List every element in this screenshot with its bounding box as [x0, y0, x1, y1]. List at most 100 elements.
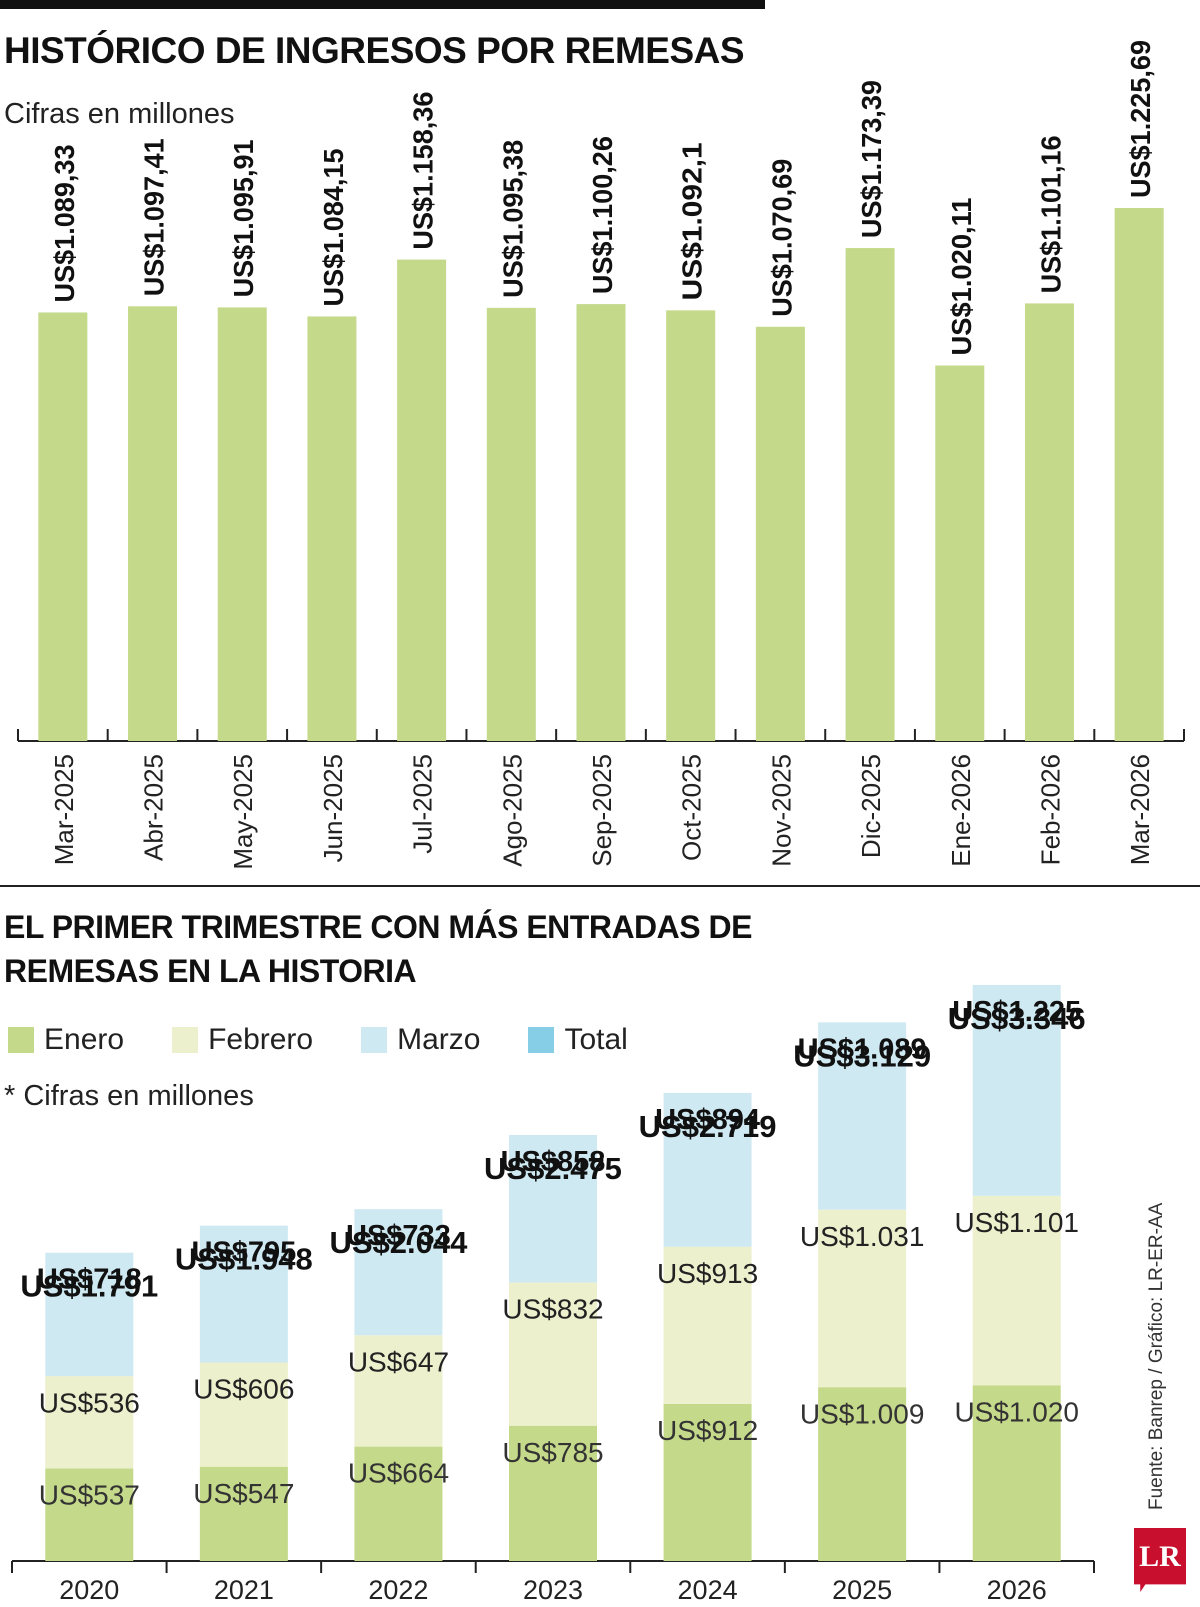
- chart2-enero-label: US$664: [348, 1458, 449, 1489]
- chart2-bar-febrero: [972, 1195, 1061, 1386]
- chart2-bar-enero: [354, 1446, 443, 1561]
- chart1-value-label: US$1.097,41: [139, 138, 170, 296]
- chart1-value-label: US$1.089,33: [49, 144, 80, 302]
- chart2-bar-febrero: [509, 1282, 597, 1426]
- chart1-bar: [128, 306, 178, 741]
- legend-swatch-febrero: [172, 1027, 199, 1053]
- chart2-legend: Enero Febrero Marzo Total: [8, 1020, 628, 1060]
- chart2-marzo-label: US$858: [501, 1146, 606, 1178]
- chart2-bar-marzo: [354, 1209, 443, 1336]
- chart2-febrero-label: US$536: [39, 1387, 140, 1418]
- chart2-bar-enero: [45, 1468, 134, 1561]
- chart2-bar-enero: [509, 1425, 597, 1561]
- chart1-category-label: Feb-2026: [1035, 754, 1065, 865]
- chart2-marzo-label: US$894: [655, 1104, 760, 1136]
- chart2-enero-label: US$537: [39, 1480, 140, 1511]
- chart2-bar-enero: [663, 1404, 752, 1561]
- chart1-category-label: Nov-2025: [766, 754, 796, 867]
- chart1-value-label: US$1.173,39: [856, 80, 887, 238]
- chart1-bar: [935, 365, 985, 741]
- chart1-bar: [217, 307, 267, 741]
- chart1-value-label: US$1.158,36: [408, 92, 439, 250]
- chart2-bar-marzo: [663, 1092, 752, 1247]
- lr-logo: LR: [1134, 1528, 1186, 1592]
- chart1-category-label: Mar-2026: [1125, 754, 1155, 865]
- chart1-category-label: Dic-2025: [856, 754, 886, 858]
- chart1-value-label: US$1.101,16: [1035, 135, 1066, 293]
- chart2-marzo-label: US$718: [37, 1264, 142, 1296]
- chart2-title-text: EL PRIMER TRIMESTRE CON MÁS ENTRADAS DE …: [4, 909, 752, 989]
- monthly-remittances-chart: US$1.089,33 Mar-2025 US$1.097,41 Abr-2025 US…: [17, 40, 1185, 870]
- chart1-bar: [666, 310, 716, 741]
- chart2-enero-label: US$547: [193, 1478, 294, 1509]
- legend-swatch-total: [528, 1027, 555, 1053]
- source-note: Fuente: Banrep / Gráfico: LR-ER-AA: [1146, 1202, 1167, 1510]
- chart2-category-label: 2026: [987, 1575, 1047, 1605]
- section-divider: [0, 885, 1200, 887]
- chart1-value-label: US$1.092,1: [677, 142, 708, 300]
- chart1-value-label: US$1.095,38: [497, 140, 528, 298]
- chart1-bar: [38, 312, 88, 741]
- chart2-marzo-label: US$795: [191, 1237, 296, 1269]
- chart1-bar: [397, 259, 447, 741]
- legend-label-marzo: Marzo: [397, 1023, 481, 1056]
- chart2-total-label: US$1.791: [20, 1269, 158, 1304]
- chart2-febrero-label: US$647: [348, 1346, 449, 1377]
- chart2-bar-febrero: [199, 1362, 288, 1467]
- chart2-marzo-label: US$1.225: [952, 996, 1081, 1028]
- legend-swatch-marzo: [361, 1027, 388, 1053]
- legend-label-enero: Enero: [44, 1023, 125, 1056]
- chart2-total-label: US$1.948: [175, 1242, 313, 1277]
- legend-swatch-enero: [8, 1027, 34, 1053]
- legend-label-febrero: Febrero: [208, 1023, 314, 1056]
- chart1-bar: [307, 316, 357, 741]
- chart1-value-label: US$1.020,11: [946, 198, 977, 356]
- chart2-title: EL PRIMER TRIMESTRE CON MÁS ENTRADAS DE …: [4, 905, 764, 993]
- chart1-value-label: US$1.100,26: [587, 136, 618, 294]
- chart2-febrero-label: US$832: [502, 1294, 603, 1325]
- chart2-enero-label: US$1.020: [954, 1396, 1079, 1427]
- chart2-marzo-label: US$733: [346, 1220, 451, 1252]
- chart1-category-label: Abr-2025: [139, 754, 169, 861]
- chart1-category-label: Jul-2025: [408, 754, 438, 854]
- chart2-total-label: US$3.129: [793, 1038, 931, 1073]
- chart2-category-label: 2023: [523, 1575, 583, 1605]
- chart1-category-label: May-2025: [228, 754, 258, 870]
- chart2-bar-marzo: [199, 1225, 288, 1363]
- chart1-bar: [845, 248, 895, 741]
- chart2-bar-marzo: [818, 1022, 907, 1210]
- chart2-total-label: US$2.044: [329, 1225, 468, 1260]
- chart2-enero-label: US$785: [502, 1437, 603, 1468]
- chart2-category-label: 2020: [59, 1575, 119, 1605]
- chart2-bar-marzo: [45, 1252, 134, 1377]
- chart1-bar: [1114, 208, 1164, 741]
- chart2-total-label: US$3.346: [948, 1001, 1086, 1036]
- top-rule: [0, 0, 765, 9]
- chart2-bar-febrero: [45, 1376, 134, 1469]
- chart2-bar-febrero: [663, 1246, 752, 1405]
- chart2-febrero-label: US$1.101: [954, 1207, 1079, 1238]
- chart2-subtitle: * Cifras en millones: [4, 1080, 254, 1112]
- chart1-category-label: Ago-2025: [497, 754, 527, 867]
- chart2-febrero-label: US$1.031: [800, 1221, 925, 1252]
- legend-item-total: Total: [528, 1023, 628, 1057]
- chart2-enero-label: US$1.009: [800, 1398, 925, 1429]
- chart1-subtitle: Cifras en millones: [4, 98, 235, 130]
- chart2-bar-febrero: [354, 1335, 443, 1447]
- chart2-bar-enero: [818, 1387, 907, 1561]
- chart2-marzo-label: US$1.089: [798, 1033, 927, 1065]
- chart1-category-label: Jun-2025: [318, 754, 348, 862]
- legend-item-febrero: Febrero: [172, 1023, 313, 1057]
- chart1-value-label: US$1.084,15: [318, 148, 349, 306]
- chart2-total-label: US$2.475: [484, 1151, 622, 1186]
- chart1-category-label: Oct-2025: [677, 754, 707, 861]
- chart2-bar-febrero: [818, 1209, 907, 1388]
- chart1-value-label: US$1.095,91: [228, 139, 259, 297]
- chart1-category-label: Sep-2025: [587, 754, 617, 867]
- chart1-title: HISTÓRICO DE INGRESOS POR REMESAS: [4, 30, 745, 71]
- chart1-bar: [486, 307, 536, 741]
- chart2-febrero-label: US$606: [193, 1374, 294, 1405]
- chart1-category-label: Mar-2025: [49, 754, 79, 865]
- chart2-total-label: US$2.719: [639, 1109, 777, 1144]
- chart1-value-label: US$1.225,69: [1125, 40, 1156, 198]
